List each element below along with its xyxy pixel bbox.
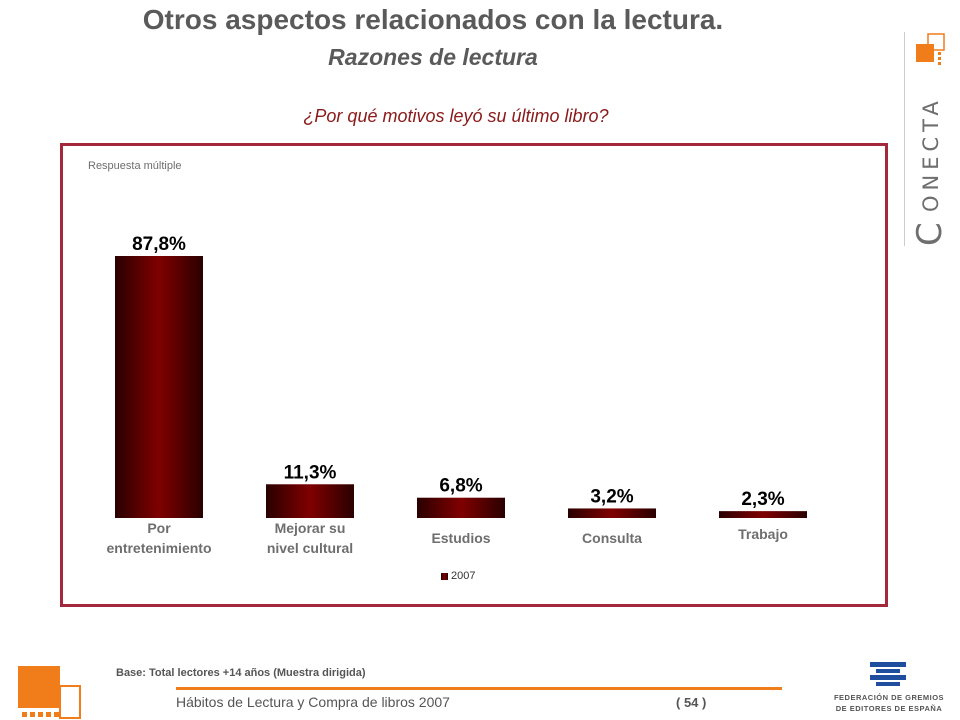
data-label: 2,3%	[741, 489, 784, 510]
federation-logo	[870, 662, 906, 686]
federation-name: FEDERACIÓN DE GREMIOS DE EDITORES DE ESP…	[824, 692, 954, 714]
bar	[266, 484, 354, 518]
category-label-line: Consulta	[582, 530, 642, 546]
logo-square-outline	[927, 33, 945, 51]
bar	[115, 256, 203, 518]
page-subtitle: Razones de lectura	[328, 44, 538, 70]
footer-title: Hábitos de Lectura y Compra de libros 20…	[176, 694, 450, 710]
footer-divider	[176, 687, 782, 690]
bar	[719, 511, 807, 518]
bar-chart: 87,8% 11,3% 6,8% 3,2% 2,3%	[115, 234, 807, 518]
category-label-line: Trabajo	[738, 526, 788, 542]
data-label: 3,2%	[590, 486, 633, 507]
category-label-line: nivel cultural	[266, 540, 354, 556]
chart-legend: 2007	[441, 570, 475, 582]
category-label: Consulta	[542, 528, 682, 548]
category-label: Estudios	[391, 528, 531, 548]
page-title: Otros aspectos relacionados con la lectu…	[142, 4, 724, 35]
federation-line1: FEDERACIÓN DE GREMIOS	[833, 693, 945, 702]
category-label: Trabajo	[693, 524, 833, 544]
chart-frame	[60, 143, 888, 607]
data-label: 87,8%	[132, 234, 186, 255]
category-label: Por entretenimiento	[89, 518, 229, 558]
base-note: Base: Total lectores +14 años (Muestra d…	[116, 667, 366, 679]
federation-line2: DE EDITORES DE ESPAÑA	[835, 704, 943, 713]
conecta-logo: ONECTA C	[904, 32, 950, 246]
legend-label: 2007	[451, 570, 476, 582]
logo-square-solid	[916, 44, 934, 62]
data-label: 11,3%	[284, 462, 337, 483]
legend-swatch	[441, 572, 448, 580]
logo-first-letter: C	[910, 222, 950, 246]
category-label-line: entretenimiento	[106, 540, 212, 556]
category-label-line: Por	[147, 520, 171, 536]
chart-note: Respuesta múltiple	[88, 160, 182, 172]
corner-logo	[18, 666, 81, 719]
survey-question: ¿Por qué motivos leyó su último libro?	[303, 106, 609, 126]
category-label-line: Mejorar su	[274, 520, 346, 536]
category-label-line: Estudios	[431, 530, 491, 546]
page-number: ( 54 )	[676, 695, 707, 710]
bar	[568, 508, 656, 518]
category-label: Mejorar su nivel cultural	[240, 518, 380, 558]
data-label: 6,8%	[439, 476, 482, 497]
logo-vertical-text: ONECTA	[919, 96, 943, 212]
bar	[417, 497, 505, 518]
